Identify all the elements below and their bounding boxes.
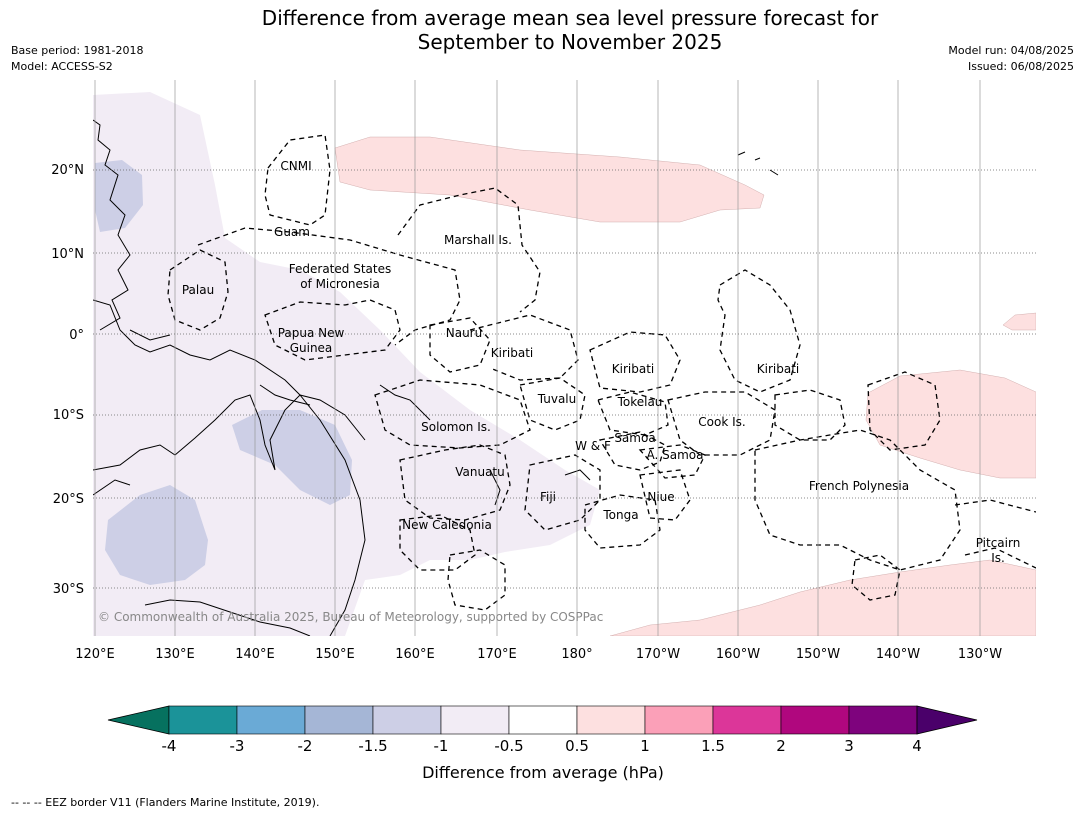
colorbar-bin [576, 705, 646, 735]
colorbar-tick-label: -4 [162, 737, 177, 755]
base-period: Base period: 1981-2018 [11, 44, 144, 57]
footnote: -- -- -- EEZ border V11 (Flanders Marine… [11, 796, 320, 809]
colorbar-tick-label: 3 [844, 737, 854, 755]
lon-label: 170°E [477, 647, 517, 662]
lon-label: 150°W [796, 647, 840, 662]
place-label: Marshall Is. [444, 233, 512, 247]
place-label: Fiji [540, 490, 556, 504]
place-label: Samoa [614, 431, 655, 445]
colorbar-extend-high [916, 705, 978, 735]
lat-label: 30°S [53, 582, 84, 597]
colorbar-tick-label: -2 [298, 737, 313, 755]
lon-label: 140°E [235, 647, 275, 662]
map-title: Difference from average mean sea level p… [0, 6, 1085, 54]
anomaly-region-coral-sea [232, 410, 352, 505]
lat-label: 10°S [53, 408, 84, 423]
anomaly-region-positive-east [865, 369, 1036, 479]
colorbar-tick-label: -1.5 [358, 737, 387, 755]
lat-label: 20°S [53, 492, 84, 507]
graticule [93, 80, 1036, 636]
colorbar-tick-label: 0.5 [565, 737, 589, 755]
lat-label: 20°N [51, 163, 84, 178]
place-label: Kiribati [757, 362, 799, 376]
place-label: Cook Is. [698, 415, 745, 429]
place-label: Nauru [446, 326, 482, 340]
place-label: French Polynesia [809, 479, 909, 493]
place-label: of Micronesia [300, 277, 380, 291]
place-label: Guam [274, 225, 310, 239]
eez-borders [167, 134, 1036, 611]
lon-label: 120°E [75, 647, 115, 662]
lon-label: 160°E [395, 647, 435, 662]
colorbar-tick-label: 1.5 [701, 737, 725, 755]
issued-date: Issued: 06/08/2025 [967, 60, 1074, 73]
colorbar-bin [508, 705, 578, 735]
metadata-right: Model run: 04/08/2025 Issued: 06/08/2025 [948, 43, 1074, 75]
colorbar: -4 -3 -2 -1.5 -1 -0.5 0.5 1 1.5 2 3 4 Difference fr… [107, 705, 978, 782]
colorbar-bin [440, 705, 510, 735]
lon-label: 140°W [876, 647, 920, 662]
lat-label: 0° [69, 328, 84, 343]
place-label: Is. [991, 551, 1005, 565]
lon-label: 130°W [958, 647, 1002, 662]
copyright-notice: © Commonwealth of Australia 2025, Bureau… [98, 610, 603, 624]
place-label: Tuvalu [537, 392, 577, 406]
anomaly-region-positive-edge [1002, 312, 1036, 331]
place-label: Niue [647, 490, 674, 504]
colorbar-label: Difference from average (hPa) [422, 763, 664, 782]
lon-label: 150°E [315, 647, 355, 662]
anomaly-region-weak-negative [93, 92, 600, 636]
place-label: W & F [575, 439, 611, 453]
colorbar-bin [712, 705, 782, 735]
place-label: New Caledonia [402, 518, 492, 532]
place-label: Kiribati [612, 362, 654, 376]
colorbar-tick-label: 2 [776, 737, 786, 755]
coastlines [93, 119, 779, 636]
colorbar-bin [168, 705, 238, 735]
lon-label: 170°W [636, 647, 680, 662]
place-label: A. Samoa [647, 448, 704, 462]
anomaly-region-positive-north [334, 136, 765, 223]
longitude-labels: 120°E 130°E 140°E 150°E 160°E 170°E 180°… [75, 647, 1002, 662]
place-label: CNMI [280, 159, 311, 173]
place-label: Vanuatu [455, 465, 505, 479]
colorbar-bin [644, 705, 714, 735]
lat-label: 10°N [51, 247, 84, 262]
model-run: Model run: 04/08/2025 [948, 44, 1074, 57]
anomaly-region-north [95, 160, 143, 232]
anomaly-region-positive-south [609, 559, 1036, 636]
lon-label: 180° [561, 647, 592, 662]
colorbar-tick-label: -1 [434, 737, 449, 755]
lon-label: 160°W [716, 647, 760, 662]
anomaly-region-australia [105, 485, 208, 585]
colorbar-bin [236, 705, 306, 735]
place-label: Pitcairn [976, 536, 1021, 550]
lon-label: 130°E [155, 647, 195, 662]
colorbar-tick-label: 4 [912, 737, 922, 755]
map-area [93, 80, 1036, 636]
place-label: Papua New [278, 326, 345, 340]
title-line-1: Difference from average mean sea level p… [261, 6, 879, 30]
place-label: Tonga [602, 508, 638, 522]
metadata-left: Base period: 1981-2018 Model: ACCESS-S2 [11, 43, 143, 75]
place-label: Federated States [289, 262, 391, 276]
latitude-labels: 20°N 10°N 0° 10°S 20°S 30°S [51, 163, 84, 597]
colorbar-bin [304, 705, 374, 735]
place-label: Guinea [290, 341, 333, 355]
colorbar-tick-label: -3 [230, 737, 245, 755]
title-line-2: September to November 2025 [417, 30, 723, 54]
colorbar-tick-label: -0.5 [494, 737, 523, 755]
model-name: Model: ACCESS-S2 [11, 60, 113, 73]
colorbar-bin [780, 705, 850, 735]
colorbar-extend-low [107, 705, 170, 735]
place-label: Solomon Is. [421, 420, 491, 434]
place-labels: CNMI Guam Marshall Is. Federated States … [182, 159, 1020, 565]
place-label: Palau [182, 283, 214, 297]
colorbar-bin [848, 705, 918, 735]
place-label: Kiribati [491, 346, 533, 360]
colorbar-tick-label: 1 [640, 737, 650, 755]
colorbar-bin [372, 705, 442, 735]
place-label: Tokelau [617, 395, 663, 409]
